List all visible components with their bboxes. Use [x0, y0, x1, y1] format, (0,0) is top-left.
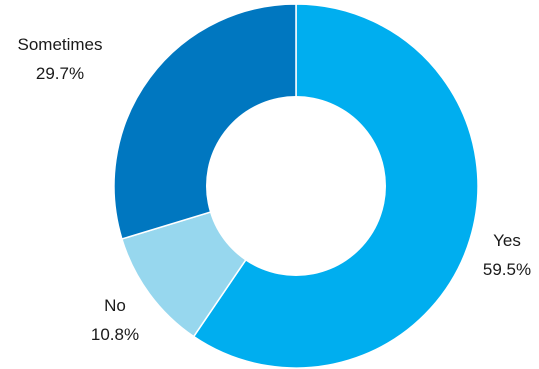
slice-label-no: No [104, 296, 126, 315]
slice-label-yes: Yes [493, 231, 521, 250]
slice-label-sometimes: Sometimes [17, 35, 102, 54]
slice-value-no: 10.8% [91, 325, 139, 344]
donut-hole [206, 96, 386, 276]
slice-value-yes: 59.5% [483, 260, 531, 279]
slice-value-sometimes: 29.7% [36, 64, 84, 83]
